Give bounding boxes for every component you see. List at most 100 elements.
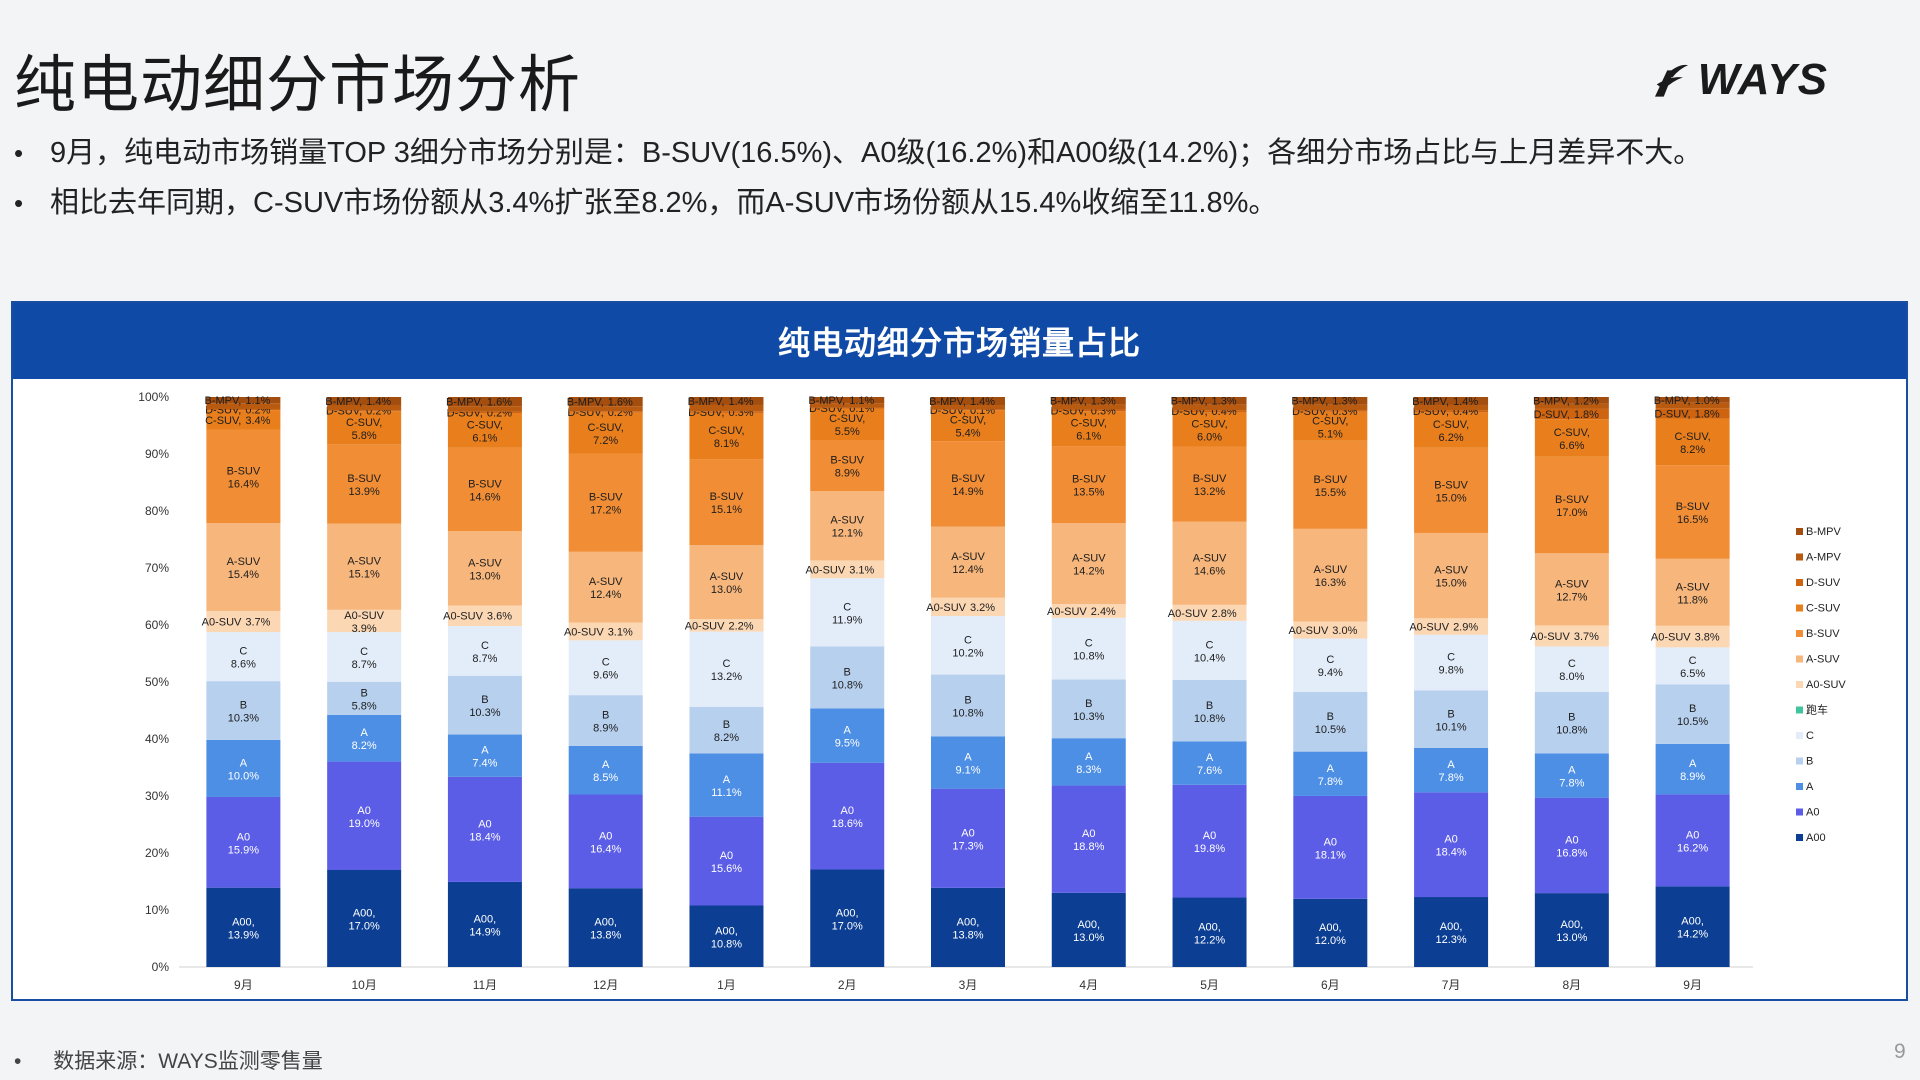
bar-segment xyxy=(1655,625,1730,648)
segment-name-label: C-SUV, xyxy=(1554,427,1590,439)
segment-name-label: B-SUV xyxy=(1193,473,1227,485)
bar-segment xyxy=(568,888,643,967)
segment-name-label: A0 xyxy=(478,818,491,830)
legend-swatch xyxy=(1796,757,1803,765)
segment-name-label: A0 xyxy=(357,805,370,817)
bar-segment xyxy=(1293,404,1368,411)
bar-segment xyxy=(1414,410,1489,413)
segment-name-label: A xyxy=(240,757,248,769)
bar-segment xyxy=(689,545,764,620)
segment-name-label: C-SUV, xyxy=(1191,418,1227,430)
y-tick-label: 30% xyxy=(145,789,169,803)
segment-value-label: 15.1% xyxy=(349,569,380,581)
segment-name-label: B-SUV xyxy=(710,491,744,503)
segment-name-label: B xyxy=(602,710,609,722)
bar-segment xyxy=(1172,446,1247,522)
bullet-dot-icon: • xyxy=(14,138,24,168)
bar-segment xyxy=(447,734,522,777)
segment-name-label: C xyxy=(722,658,730,670)
segment-name-label: B xyxy=(723,719,730,731)
bar-segment xyxy=(1051,446,1126,524)
segment-value-label: 3.1% xyxy=(608,626,633,638)
segment-name-label: A00, xyxy=(1440,921,1463,933)
bar-segment xyxy=(206,523,281,611)
bar-segment xyxy=(447,406,522,412)
segment-name-label: B-SUV xyxy=(951,473,985,485)
segment-name-label: A-SUV xyxy=(951,551,985,563)
segment-name-label: A00, xyxy=(474,913,497,925)
bar-segment xyxy=(1534,419,1609,457)
segment-name-label: B-SUV xyxy=(468,479,502,491)
segment-name-label: B xyxy=(1568,712,1575,724)
segment-name-label: A00, xyxy=(1561,919,1584,931)
segment-value-label: 11.1% xyxy=(711,787,742,799)
segment-name-label: A xyxy=(602,759,610,771)
bar-segment xyxy=(206,887,281,967)
segment-value-label: 9.8% xyxy=(1439,665,1464,677)
bar-segment xyxy=(1414,532,1489,619)
segment-name-label: C xyxy=(964,634,972,646)
x-tick-label: 10月 xyxy=(351,978,376,992)
segment-value-label: 12.1% xyxy=(832,528,863,540)
segment-value-label: 16.4% xyxy=(228,478,259,490)
segment-value-label: 10.1% xyxy=(1435,721,1466,733)
segment-value-label: 17.0% xyxy=(1556,507,1587,519)
segment-value-label: 8.9% xyxy=(835,468,860,480)
bar-segment xyxy=(1534,403,1609,409)
y-tick-label: 70% xyxy=(145,561,169,575)
legend-label: A00 xyxy=(1806,832,1826,844)
segment-name-label: A xyxy=(964,752,972,764)
bar-segment xyxy=(931,887,1005,967)
segment-name-label: A xyxy=(1206,752,1214,764)
x-tick-label: 1月 xyxy=(717,978,736,992)
segment-value-label: 18.8% xyxy=(1073,841,1104,853)
bar-segment xyxy=(810,762,885,870)
segment-value-label: 2.9% xyxy=(1453,622,1478,634)
legend-swatch xyxy=(1796,604,1803,612)
segment-value-label: 13.8% xyxy=(952,929,983,941)
bar-segment xyxy=(1172,741,1247,785)
bar-segment xyxy=(1293,528,1368,622)
segment-value-label: 10.8% xyxy=(1194,713,1225,725)
segment-name-label: C-SUV, xyxy=(467,419,503,431)
segment-name-label: A-SUV xyxy=(1313,564,1347,576)
segment-value-label: 1.3% xyxy=(1091,396,1116,408)
segment-name-label: A00, xyxy=(1319,922,1342,934)
segment-name-label: C xyxy=(1326,654,1334,666)
bar-segment xyxy=(1534,691,1609,754)
segment-value-label: 1.4% xyxy=(970,396,995,408)
bar-segment xyxy=(931,674,1005,737)
bar-segment xyxy=(810,397,885,404)
bullet-text: 相比去年同期，C-SUV市场份额从3.4%扩张至8.2%，而A-SUV市场份额从… xyxy=(50,187,1278,219)
segment-name-label: D-SUV, xyxy=(1534,409,1570,421)
bullet-dot-icon: • xyxy=(14,188,24,218)
segment-value-label: 11.8% xyxy=(1677,594,1708,606)
segment-name-label: C-SUV, xyxy=(708,425,744,437)
segment-name-label: C xyxy=(1206,639,1214,651)
segment-value-label: 6.6% xyxy=(1559,440,1584,452)
segment-name-label: C xyxy=(602,657,610,669)
segment-name-label: B xyxy=(1689,703,1696,715)
segment-value-label: 17.3% xyxy=(952,840,983,852)
segment-name-label: B-SUV xyxy=(227,465,261,477)
segment-name-label: A0-SUV xyxy=(685,620,725,632)
segment-value-label: 14.6% xyxy=(1194,565,1225,577)
bar-segment xyxy=(1655,794,1730,887)
segment-value-label: 15.1% xyxy=(711,504,742,516)
segment-value-label: 19.0% xyxy=(349,818,380,830)
segment-name-label: A00, xyxy=(353,908,376,920)
legend-label: B-SUV xyxy=(1806,628,1840,640)
segment-value-label: 8.6% xyxy=(231,659,256,671)
bar-segment xyxy=(327,410,402,412)
segment-name-label: B-SUV xyxy=(589,492,623,504)
page-number: 9 xyxy=(1894,1040,1906,1063)
segment-value-label: 1.4% xyxy=(728,396,753,408)
legend-label: C-SUV xyxy=(1806,603,1841,615)
bar-segment xyxy=(689,816,764,906)
segment-name-label: B xyxy=(1447,708,1454,720)
segment-name-label: A-SUV xyxy=(1072,553,1106,565)
segment-name-label: B xyxy=(1327,711,1334,723)
segment-value-label: 12.0% xyxy=(1315,935,1346,947)
bar-segment xyxy=(568,640,643,696)
source-note: • 数据来源：WAYS监测零售量 xyxy=(14,1045,323,1075)
